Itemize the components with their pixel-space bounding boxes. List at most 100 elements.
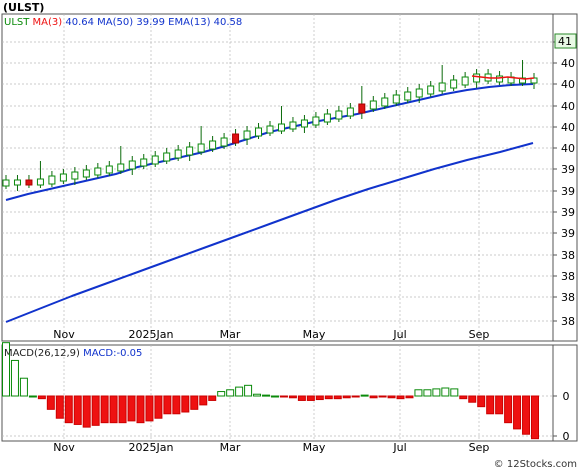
macd-bar <box>414 389 423 397</box>
candle-body <box>404 91 412 101</box>
macd-bar <box>531 395 539 440</box>
legend-label-2: MA(50) <box>97 17 136 28</box>
macd-legend-label-1: MACD: <box>80 348 117 359</box>
candle-body <box>117 163 125 172</box>
candle-body <box>36 178 44 186</box>
macd-bar <box>468 395 477 403</box>
candle-body <box>128 160 136 170</box>
macd-bar <box>208 395 217 401</box>
macd-bar <box>297 395 306 401</box>
candle-body <box>163 152 171 162</box>
macd-bar <box>315 395 324 401</box>
candle-body <box>323 113 331 123</box>
macd-bar <box>226 389 235 397</box>
candle-body <box>335 110 343 120</box>
price-axis-strip <box>552 13 578 342</box>
macd-x-tick-label: Sep <box>469 441 490 454</box>
macd-bar <box>19 377 28 397</box>
macd-bar <box>145 395 154 422</box>
candle-body <box>209 140 217 150</box>
macd-bar <box>288 395 297 399</box>
macd-bar <box>378 395 387 398</box>
legend-label-0: ULST <box>4 17 33 28</box>
candle-body <box>220 137 228 147</box>
macd-axis-strip <box>552 344 578 442</box>
macd-x-tick-label: 2025Jan <box>129 441 174 454</box>
macd-bar <box>73 395 82 425</box>
macd-bar <box>37 395 46 400</box>
last-price-value: 41 <box>558 35 572 48</box>
candle-body <box>266 125 274 134</box>
candle-body <box>232 133 240 144</box>
macd-bar <box>82 395 91 428</box>
legend-value-3: 40.58 <box>214 17 243 28</box>
macd-bar <box>118 395 127 424</box>
ma3-line <box>471 75 535 80</box>
price-y-tick-label: 39 <box>561 163 575 176</box>
macd-bar <box>199 395 208 406</box>
macd-bar <box>127 395 136 422</box>
watermark: © 12Stocks.com <box>494 459 577 470</box>
macd-bar <box>10 359 19 397</box>
macd-bar <box>172 395 181 415</box>
candle-body <box>438 82 446 92</box>
macd-bar <box>351 395 360 398</box>
price-legend: ULST MA(3) 40.64 MA(50) 39.99 EMA(13) 40… <box>4 17 242 28</box>
macd-bar <box>387 395 396 399</box>
candle-body <box>392 94 400 104</box>
macd-x-tick-label: May <box>303 441 326 454</box>
candle-body <box>473 73 481 83</box>
last-price-box <box>554 33 577 49</box>
macd-bar <box>495 395 504 415</box>
candle-body <box>381 97 389 107</box>
macd-bar <box>244 384 253 397</box>
price-y-tick-label: 38 <box>561 270 575 283</box>
macd-bar <box>486 395 495 415</box>
candle-body <box>358 103 366 114</box>
macd-y-tick-label: 0 <box>563 390 570 403</box>
candle-body <box>346 107 354 117</box>
macd-legend-value-1: -0.05 <box>116 348 142 359</box>
macd-bar <box>28 395 37 398</box>
macd-bar <box>360 394 369 397</box>
price-x-tick-label: Mar <box>220 328 241 341</box>
macd-panel: 0 0 Nov 2025Jan Mar May Jul Sep MACD(26,12,9) MA… <box>1 342 578 454</box>
macd-bar <box>46 395 55 410</box>
legend-label-3: EMA(13) <box>168 17 214 28</box>
candle-body <box>2 179 10 187</box>
price-y-tick-label: 38 <box>561 315 575 328</box>
macd-bar <box>163 395 172 415</box>
price-y-tick-label: 40 <box>561 121 575 134</box>
macd-bar <box>55 395 64 419</box>
candle-body <box>94 167 102 176</box>
legend-value-1: 40.64 <box>65 17 97 28</box>
price-panel: 41 40 40 40 40 40 39 39 39 39 38 38 38 38 Nov 2025Jan Ma… <box>1 13 578 342</box>
candle-body <box>174 149 182 159</box>
macd-bar <box>154 395 163 419</box>
candle-body <box>197 143 205 153</box>
macd-bar <box>432 388 441 397</box>
macd-bar <box>396 395 405 400</box>
candle-body <box>48 175 56 185</box>
macd-bar <box>100 395 109 424</box>
candle-body <box>369 100 377 110</box>
macd-bar <box>91 395 100 426</box>
price-y-tick-label: 40 <box>561 57 575 70</box>
macd-legend-label-0: MACD(26,12,9) <box>4 348 80 359</box>
price-x-tick-label: 2025Jan <box>129 328 174 341</box>
candle-body <box>450 79 458 89</box>
macd-x-tick-label: Jul <box>392 441 406 454</box>
price-y-tick-label: 40 <box>561 78 575 91</box>
price-y-tick-label: 39 <box>561 206 575 219</box>
macd-bar <box>342 395 351 399</box>
price-y-tick-label: 38 <box>561 249 575 262</box>
candle-body <box>186 146 194 156</box>
candle-body <box>312 116 320 126</box>
price-plot-area <box>1 13 554 342</box>
macd-bar <box>136 395 145 424</box>
last-price-tag: 41 <box>554 33 577 49</box>
candle-body <box>427 85 435 95</box>
macd-bar <box>513 395 522 430</box>
